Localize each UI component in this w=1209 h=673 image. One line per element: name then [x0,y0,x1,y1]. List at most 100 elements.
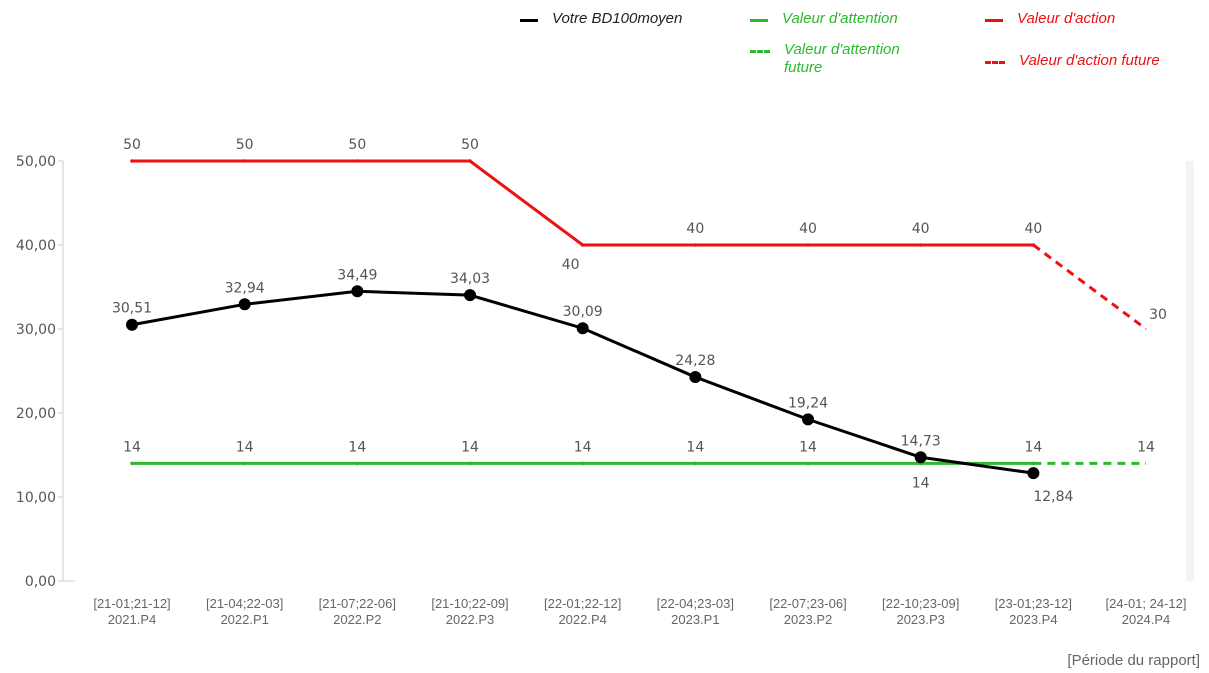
data-label: 14 [574,439,592,455]
data-label: 32,94 [225,280,265,296]
x-tick-label: [21-01;21-12] [93,596,170,611]
y-tick-label: 20,00 [16,406,56,422]
legend-item: Valeur d'action [985,10,1115,28]
data-label: 50 [123,137,141,153]
point [130,461,134,466]
data-label: 50 [236,137,254,153]
y-tick-label: 40,00 [16,238,56,254]
data-label: 34,49 [337,267,377,283]
x-tick-label: 2022.P2 [333,612,381,627]
legend-label: Valeur d'action [1017,10,1116,27]
legend-swatch [750,19,768,22]
y-tick-label: 10,00 [16,490,56,506]
data-label: 50 [461,137,479,153]
data-label: 14 [236,439,254,455]
data-label: 19,24 [788,395,828,411]
x-tick-label: 2022.P4 [558,612,606,627]
point [806,243,810,247]
x-tick-label: 2023.P1 [671,612,719,627]
data-label: 14 [1024,439,1042,455]
data-label: 30,51 [112,301,152,317]
point [242,461,247,466]
data-label: 40 [686,221,704,237]
point [238,298,251,311]
legend-item: Valeur d'action future [985,52,1160,70]
legend-swatch [520,19,538,22]
x-tick-label: [23-01;23-12] [995,596,1072,611]
data-label: 14 [461,439,479,455]
x-tick-label: 2022.P3 [446,612,494,627]
point [468,461,472,466]
point [580,461,585,466]
point [914,451,927,464]
x-tick-label: [24-01; 24-12] [1106,596,1187,611]
point [242,159,247,163]
point [576,322,589,335]
data-label: 14 [123,439,141,455]
data-label: 14,73 [901,433,941,449]
data-label: 14 [686,439,704,455]
legend-item: Votre BD100moyen [520,10,682,28]
point [355,159,360,163]
legend-label: Valeur d'attention [782,10,898,27]
point [806,461,810,466]
legend-item: Valeur d'attention future [750,41,934,77]
legend-label: Valeur d'action future [1019,52,1160,69]
x-tick-label: [22-07;23-06] [769,596,846,611]
point [126,318,138,331]
x-tick-label: [22-10;23-09] [882,596,959,611]
data-label: 14 [348,439,366,455]
x-tick-label: 2024.P4 [1122,612,1170,627]
legend-swatch [750,50,770,53]
data-label: 50 [348,137,366,153]
y-tick-label: 30,00 [16,322,56,338]
x-tick-label: [21-04;22-03] [206,596,283,611]
data-label: 34,03 [450,271,490,287]
x-tick-label: [22-04;23-03] [657,596,734,611]
point [693,461,698,466]
data-label: 30,09 [563,304,603,320]
x-tick-label: 2023.P4 [1009,612,1057,627]
data-label: 40 [562,257,580,273]
x-axis-label: [Période du rapport] [1067,652,1200,669]
y-tick-label: 50,00 [16,154,56,170]
legend-swatch [985,61,1005,64]
point [464,289,477,302]
y-tick-label: 0,00 [25,574,56,590]
data-label: 12,84 [1033,489,1073,505]
point [580,243,585,247]
x-tick-label: 2023.P3 [896,612,944,627]
point [355,461,360,466]
legend-swatch [985,19,1003,22]
data-label: 40 [912,221,930,237]
legend-label: Votre BD100moyen [552,10,683,27]
data-label: 14 [1137,439,1155,455]
legend-item: Valeur d'attention [750,10,898,28]
point [693,243,698,247]
point [130,159,134,163]
x-tick-label: [22-01;22-12] [544,596,621,611]
point [689,371,702,384]
data-label: 30 [1149,307,1167,323]
point [468,159,472,163]
data-label: 40 [799,221,817,237]
x-tick-label: 2022.P1 [220,612,268,627]
x-tick-label: [21-10;22-09] [431,596,508,611]
data-label: 40 [1024,221,1042,237]
x-tick-label: 2021.P4 [108,612,156,627]
x-tick-label: [21-07;22-06] [319,596,396,611]
point [1027,467,1040,480]
point [351,285,364,298]
point [918,243,923,247]
legend-label: Valeur d'attention future [784,41,900,76]
data-label: 14 [912,475,930,491]
plot-edge [1186,161,1194,581]
x-tick-label: 2023.P2 [784,612,832,627]
point [802,413,815,426]
series-line [1032,243,1147,331]
data-label: 14 [799,439,817,455]
data-label: 24,28 [675,353,715,369]
series-line [132,159,1034,247]
